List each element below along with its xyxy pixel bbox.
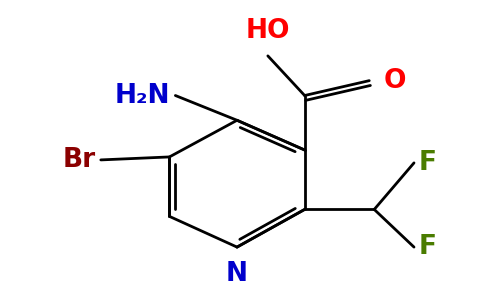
Text: HO: HO — [245, 18, 290, 44]
Text: F: F — [419, 150, 437, 176]
Text: N: N — [226, 261, 248, 287]
Text: H₂N: H₂N — [115, 82, 170, 109]
Text: F: F — [419, 234, 437, 260]
Text: Br: Br — [63, 147, 96, 173]
Text: O: O — [383, 68, 406, 94]
